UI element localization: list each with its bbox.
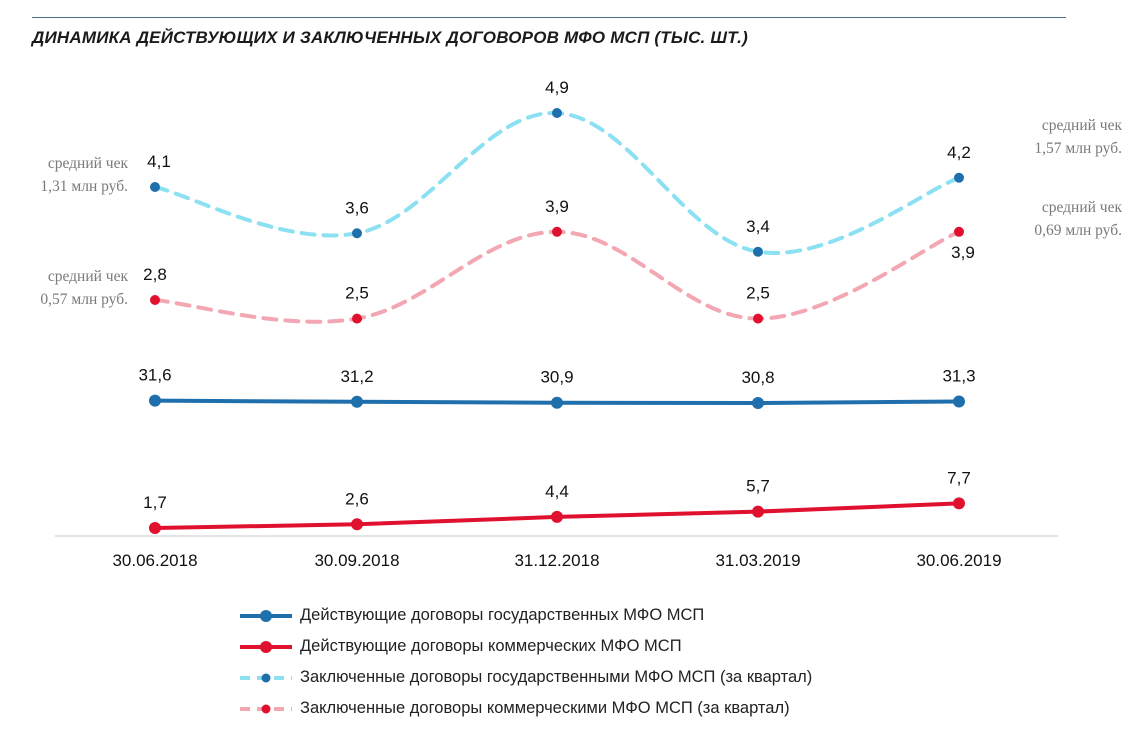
legend-swatch-1 [240,640,292,653]
legend-item-3: Заключенные договоры коммерческими МФО М… [238,693,812,724]
series-2-point-2 [552,108,562,118]
series-3-label-4: 3,9 [951,243,975,262]
x-tick-label-3: 31.03.2019 [715,551,800,570]
legend-label-1: Действующие договоры коммерческих МФО МС… [300,637,682,655]
series-3-point-0 [150,295,160,305]
series-1-point-1 [351,518,363,531]
series-3-point-4 [954,226,964,237]
series-1-point-4 [953,497,965,510]
x-tick-label-0: 30.06.2018 [112,551,197,570]
series-0-label-1: 31,2 [340,367,373,386]
series-0-label-3: 30,8 [741,368,774,387]
title-rule [32,17,1066,18]
x-tick-label-4: 30.06.2019 [916,551,1001,570]
x-tick-label-1: 30.09.2018 [314,551,399,570]
series-line-3 [153,229,961,324]
avg-check-note-1-line1: средний чек [48,268,129,285]
series-3-point-1 [352,313,362,324]
series-2-point-4 [954,172,964,183]
series-1-point-3 [752,505,764,518]
legend-swatch-2 [240,673,292,682]
avg-check-note-0-line1: средний чек [48,155,129,172]
series-2-label-4: 4,2 [947,143,971,162]
series-0-label-4: 31,3 [942,367,975,386]
legend-swatch-0 [240,609,292,622]
series-2-label-0: 4,1 [147,152,171,171]
series-0-point-0 [149,394,161,407]
series-2-label-2: 4,9 [545,78,569,97]
chart-title: ДИНАМИКА ДЕЙСТВУЮЩИХ И ЗАКЛЮЧЕННЫХ ДОГОВ… [32,28,748,47]
legend-label-3: Заключенные договоры коммерческими МФО М… [300,699,790,717]
series-3-point-2 [552,226,562,237]
series-1-label-3: 5,7 [746,477,770,496]
series-3-point-3 [753,313,763,324]
series-3-label-3: 2,5 [746,284,770,303]
legend-item-1: Действующие договоры коммерческих МФО МС… [238,631,812,662]
legend: Действующие договоры государственных МФО… [238,600,812,724]
series-0-label-0: 31,6 [138,366,171,385]
series-0-point-1 [351,395,363,408]
avg-check-note-2-line2: 1,57 млн руб. [1034,140,1122,157]
series-2-point-3 [753,246,763,257]
avg-check-note-3-line1: средний чек [1042,199,1123,216]
series-3-label-1: 2,5 [345,284,369,303]
legend-label-2: Заключенные договоры государственными МФ… [300,668,813,686]
series-1-label-0: 1,7 [143,493,167,512]
series-0-point-3 [752,397,764,409]
series-3-label-0: 2,8 [143,265,167,284]
avg-check-note-3-line2: 0,69 млн руб. [1034,222,1122,239]
avg-check-note-2-line1: средний чек [1042,117,1123,134]
series-0-point-2 [551,396,563,409]
legend-swatch-3 [240,704,292,713]
series-1-label-1: 2,6 [345,489,369,508]
series-3-label-2: 3,9 [545,197,569,216]
series-2-label-3: 3,4 [746,217,770,236]
legend-label-0: Действующие договоры государственных МФО… [300,606,705,624]
series-1-label-2: 4,4 [545,482,569,501]
series-1-point-0 [149,522,161,534]
series-1-point-2 [551,510,563,523]
series-0-point-4 [953,395,965,408]
series-0-label-2: 30,9 [540,368,573,387]
chart-plot: 4,1 3,6 4,9 3,4 4,2 2,8 2,5 3,9 2,5 3,9 31,6 31,2 30… [40,78,1123,570]
series-1-label-4: 7,7 [947,468,971,487]
legend-item-0: Действующие договоры государственных МФО… [238,600,812,631]
avg-check-note-0-line2: 1,31 млн руб. [40,178,128,195]
legend-item-2: Заключенные договоры государственными МФ… [238,662,812,693]
avg-check-note-1-line2: 0,57 млн руб. [40,291,128,308]
series-2-label-1: 3,6 [345,198,369,217]
x-tick-label-2: 31.12.2018 [514,551,599,570]
series-2-point-1 [352,228,362,239]
series-2-point-0 [150,182,160,192]
